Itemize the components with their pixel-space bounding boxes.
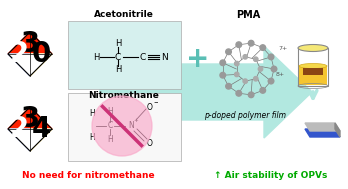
Text: 2: 2 [9,115,29,143]
Circle shape [236,91,242,96]
Text: H: H [107,135,113,143]
Circle shape [226,83,231,89]
Circle shape [248,40,254,46]
Polygon shape [8,54,52,76]
Text: N: N [161,53,167,61]
FancyBboxPatch shape [68,21,181,89]
Text: 3: 3 [21,105,40,133]
Circle shape [243,79,247,83]
Text: p-doped polymer film: p-doped polymer film [204,112,286,121]
Circle shape [260,88,266,93]
Polygon shape [8,107,52,129]
Text: 7+: 7+ [278,46,287,50]
Ellipse shape [298,44,328,51]
Circle shape [236,42,242,47]
Polygon shape [8,32,52,54]
Text: H: H [115,66,121,74]
Polygon shape [100,46,312,138]
Circle shape [235,61,239,66]
Polygon shape [8,54,30,76]
Text: +: + [186,45,210,73]
Circle shape [268,78,274,84]
Polygon shape [8,129,30,151]
Circle shape [92,96,152,156]
Circle shape [226,49,231,55]
Polygon shape [30,54,52,76]
Text: C: C [115,53,121,61]
Text: Nitromethane: Nitromethane [88,91,159,100]
Text: 2: 2 [9,40,29,68]
Text: O: O [147,102,153,112]
Polygon shape [335,123,340,137]
Text: H: H [115,39,121,47]
Circle shape [268,54,274,60]
Text: 0: 0 [31,40,50,68]
Text: No need for nitromethane: No need for nitromethane [22,171,154,180]
Text: 4: 4 [31,115,50,143]
Circle shape [235,72,239,77]
Text: N: N [128,122,134,130]
Polygon shape [8,129,52,151]
Text: 8+: 8+ [276,71,285,77]
Text: H: H [93,53,99,61]
Text: C: C [108,122,113,130]
Text: H: H [89,133,95,143]
Text: H: H [107,108,113,116]
Text: O: O [147,139,153,147]
Text: ↑ Air stability of OPVs: ↑ Air stability of OPVs [214,171,328,180]
Text: H: H [89,109,95,119]
Circle shape [220,60,226,66]
Ellipse shape [299,64,327,68]
Circle shape [258,67,263,71]
Text: Acetonitrile: Acetonitrile [94,10,154,19]
Text: PMA: PMA [236,10,260,20]
Polygon shape [305,123,340,131]
Circle shape [248,92,254,98]
Circle shape [271,66,277,72]
FancyBboxPatch shape [299,66,327,85]
Polygon shape [305,129,340,137]
Circle shape [254,57,258,61]
Circle shape [220,72,226,78]
Text: 3: 3 [21,30,40,58]
Polygon shape [30,129,52,151]
Circle shape [260,45,266,50]
Circle shape [254,77,258,81]
Circle shape [243,55,247,59]
FancyBboxPatch shape [68,93,181,161]
Text: −: − [154,99,158,105]
Text: +: + [134,119,139,123]
Text: C: C [140,53,146,61]
FancyBboxPatch shape [303,68,323,75]
